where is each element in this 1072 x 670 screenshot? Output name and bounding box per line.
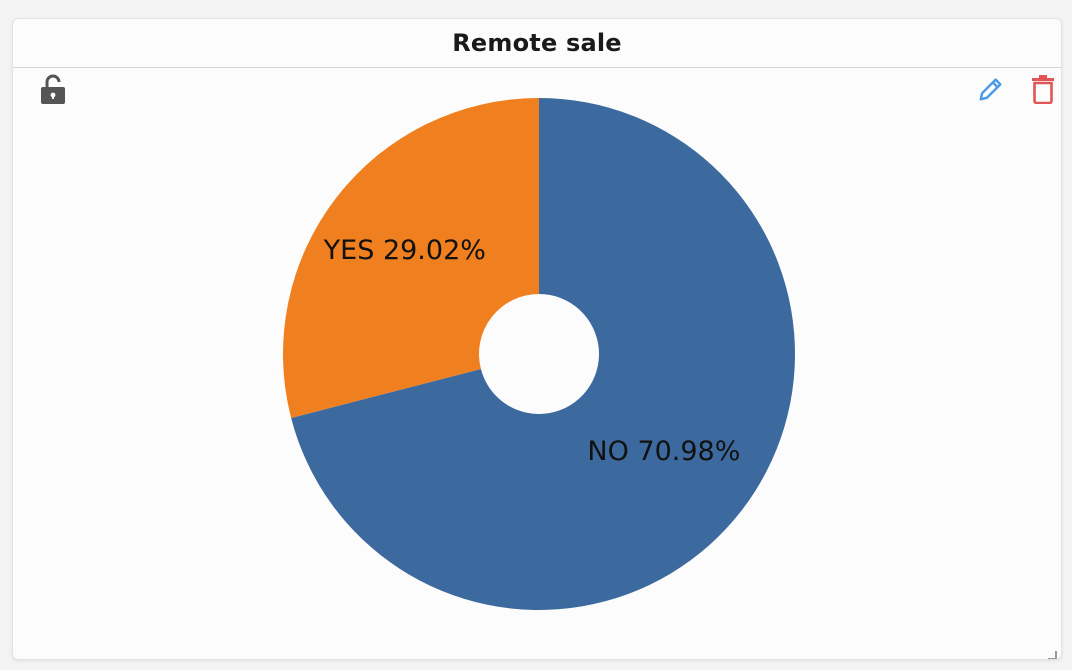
slice-label-yes: YES 29.02% — [323, 235, 486, 266]
chart-title: Remote sale — [452, 29, 622, 57]
resize-handle-icon[interactable] — [1047, 645, 1057, 659]
pencil-icon[interactable] — [977, 73, 1005, 105]
trash-icon[interactable] — [1029, 73, 1057, 105]
chart-card: Remote sale NO 70.98% YES 29.02% — [12, 18, 1062, 660]
card-header: Remote sale — [13, 19, 1061, 68]
unlock-icon[interactable] — [39, 73, 67, 105]
slice-label-no: NO 70.98% — [587, 436, 740, 467]
pie-slice-yes[interactable] — [283, 98, 539, 418]
pie-slice-no[interactable] — [291, 98, 795, 610]
donut-chart: NO 70.98% YES 29.02% — [283, 98, 795, 610]
